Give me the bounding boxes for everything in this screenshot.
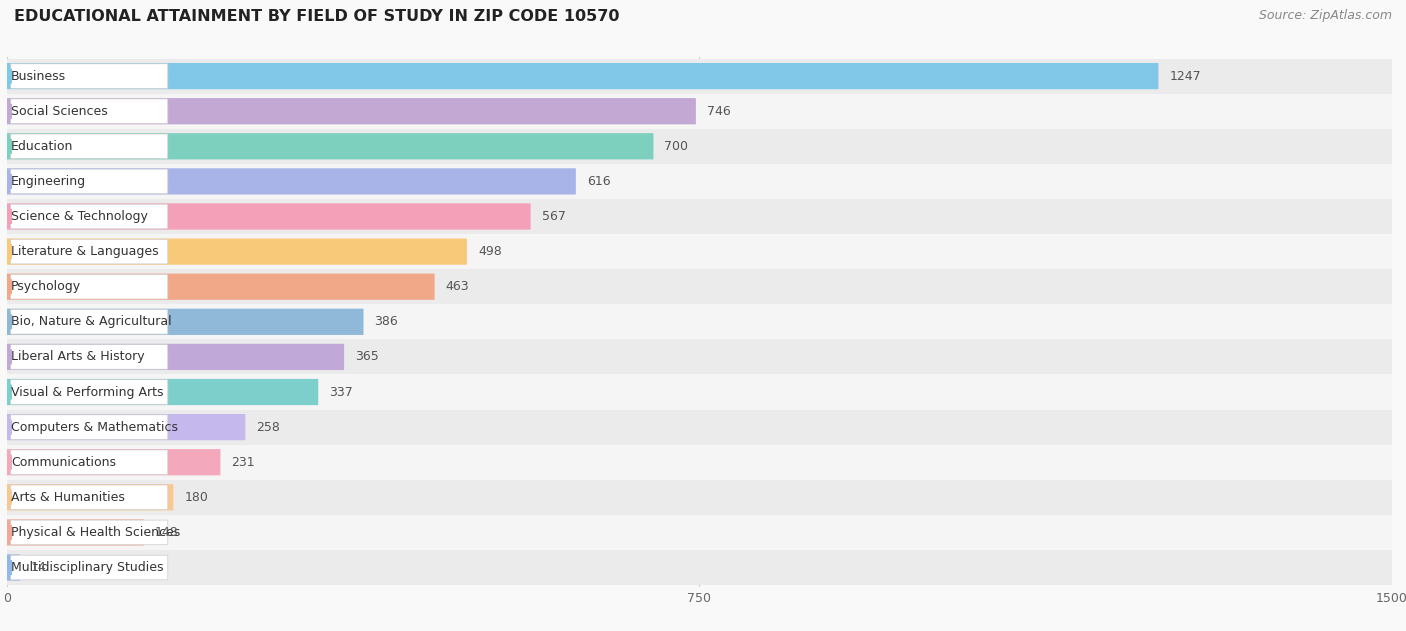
Text: 498: 498 — [478, 245, 502, 258]
FancyBboxPatch shape — [7, 164, 1392, 199]
FancyBboxPatch shape — [11, 415, 167, 439]
Text: 567: 567 — [541, 210, 565, 223]
Text: 1247: 1247 — [1170, 69, 1201, 83]
Text: Psychology: Psychology — [11, 280, 82, 293]
Text: 14: 14 — [31, 561, 46, 574]
Text: 616: 616 — [586, 175, 610, 188]
FancyBboxPatch shape — [7, 168, 576, 194]
Text: Literature & Languages: Literature & Languages — [11, 245, 159, 258]
FancyBboxPatch shape — [7, 269, 1392, 304]
FancyBboxPatch shape — [11, 380, 167, 404]
FancyBboxPatch shape — [7, 63, 1159, 89]
Text: Physical & Health Sciences: Physical & Health Sciences — [11, 526, 180, 539]
FancyBboxPatch shape — [11, 520, 167, 545]
FancyBboxPatch shape — [11, 99, 167, 124]
Text: 463: 463 — [446, 280, 470, 293]
FancyBboxPatch shape — [7, 449, 221, 475]
Text: Arts & Humanities: Arts & Humanities — [11, 491, 125, 504]
FancyBboxPatch shape — [7, 274, 434, 300]
FancyBboxPatch shape — [7, 234, 1392, 269]
FancyBboxPatch shape — [7, 480, 1392, 515]
Text: Communications: Communications — [11, 456, 117, 469]
Text: 148: 148 — [155, 526, 179, 539]
FancyBboxPatch shape — [11, 485, 167, 510]
Text: Engineering: Engineering — [11, 175, 86, 188]
FancyBboxPatch shape — [7, 414, 245, 440]
Text: Business: Business — [11, 69, 66, 83]
Text: 746: 746 — [707, 105, 731, 118]
FancyBboxPatch shape — [7, 59, 1392, 93]
FancyBboxPatch shape — [7, 374, 1392, 410]
FancyBboxPatch shape — [7, 93, 1392, 129]
FancyBboxPatch shape — [7, 304, 1392, 339]
FancyBboxPatch shape — [7, 515, 1392, 550]
FancyBboxPatch shape — [7, 129, 1392, 164]
FancyBboxPatch shape — [11, 239, 167, 264]
FancyBboxPatch shape — [11, 134, 167, 158]
FancyBboxPatch shape — [7, 555, 20, 581]
Text: Multidisciplinary Studies: Multidisciplinary Studies — [11, 561, 163, 574]
Text: 337: 337 — [329, 386, 353, 399]
FancyBboxPatch shape — [7, 199, 1392, 234]
FancyBboxPatch shape — [7, 133, 654, 160]
Text: 700: 700 — [665, 140, 689, 153]
Text: 180: 180 — [184, 491, 208, 504]
Text: 231: 231 — [232, 456, 254, 469]
Text: Source: ZipAtlas.com: Source: ZipAtlas.com — [1258, 9, 1392, 23]
Text: 258: 258 — [256, 421, 280, 433]
Text: Liberal Arts & History: Liberal Arts & History — [11, 350, 145, 363]
Text: 386: 386 — [374, 316, 398, 328]
Text: EDUCATIONAL ATTAINMENT BY FIELD OF STUDY IN ZIP CODE 10570: EDUCATIONAL ATTAINMENT BY FIELD OF STUDY… — [14, 9, 620, 25]
FancyBboxPatch shape — [7, 239, 467, 265]
FancyBboxPatch shape — [7, 339, 1392, 374]
FancyBboxPatch shape — [7, 519, 143, 546]
Text: 365: 365 — [356, 350, 378, 363]
FancyBboxPatch shape — [11, 309, 167, 334]
FancyBboxPatch shape — [11, 204, 167, 229]
Text: Bio, Nature & Agricultural: Bio, Nature & Agricultural — [11, 316, 172, 328]
FancyBboxPatch shape — [7, 445, 1392, 480]
FancyBboxPatch shape — [11, 274, 167, 299]
Text: Visual & Performing Arts: Visual & Performing Arts — [11, 386, 163, 399]
FancyBboxPatch shape — [7, 484, 173, 510]
FancyBboxPatch shape — [11, 345, 167, 369]
FancyBboxPatch shape — [7, 344, 344, 370]
FancyBboxPatch shape — [7, 550, 1392, 585]
FancyBboxPatch shape — [7, 410, 1392, 445]
FancyBboxPatch shape — [7, 203, 530, 230]
Text: Education: Education — [11, 140, 73, 153]
FancyBboxPatch shape — [7, 379, 318, 405]
Text: Science & Technology: Science & Technology — [11, 210, 148, 223]
FancyBboxPatch shape — [7, 98, 696, 124]
Text: Computers & Mathematics: Computers & Mathematics — [11, 421, 179, 433]
Text: Social Sciences: Social Sciences — [11, 105, 108, 118]
FancyBboxPatch shape — [11, 64, 167, 88]
FancyBboxPatch shape — [11, 169, 167, 194]
FancyBboxPatch shape — [7, 309, 364, 335]
FancyBboxPatch shape — [11, 450, 167, 475]
FancyBboxPatch shape — [11, 555, 167, 580]
